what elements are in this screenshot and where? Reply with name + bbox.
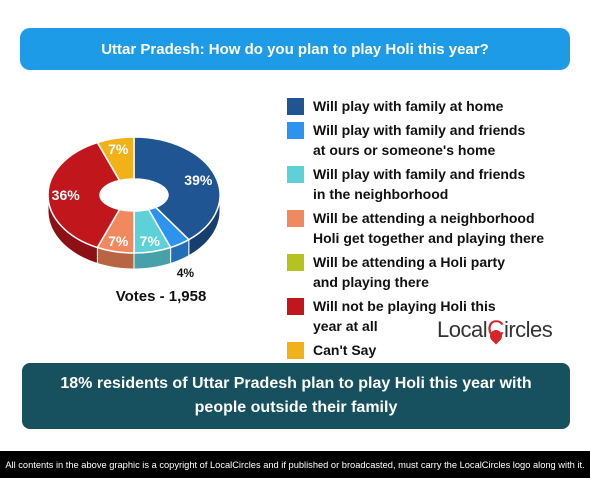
chart-title: Uttar Pradesh: How do you plan to play H… (101, 40, 489, 58)
legend-swatch (287, 298, 304, 315)
chart-title-bar: Uttar Pradesh: How do you plan to play H… (20, 28, 570, 70)
legend-item: Will not be playing Holi this year at all (287, 296, 577, 336)
legend-label: Will play with family and friends in the … (313, 166, 526, 202)
legend-label: Will be attending a neighborhood Holi get… (313, 210, 545, 246)
legend-swatch (287, 98, 304, 115)
logo-c: C (487, 316, 505, 345)
data-label: 36% (52, 187, 81, 203)
donut-slice (96, 136, 135, 182)
legend-item: Can't Say (287, 340, 577, 360)
donut-slice (47, 141, 121, 249)
data-label: 4% (177, 266, 195, 280)
legend-item: Will be attending a neighborhood Holi get… (287, 208, 577, 248)
copyright-text: All contents in the above graphic is a c… (5, 459, 585, 470)
legend-item: Will be attending a Holi party and playin… (287, 252, 577, 292)
legend-swatch (287, 166, 304, 183)
legend-label: Will be attending a Holi party and playin… (313, 254, 506, 290)
copyright-footer: All contents in the above graphic is a c… (0, 451, 590, 478)
data-label: 39% (184, 172, 213, 188)
legend-item: Will play with family and friends in the … (287, 164, 577, 204)
chart-legend: Will play with family at home Will play … (287, 96, 577, 364)
legend-swatch (287, 210, 304, 227)
legend-swatch (287, 122, 304, 139)
data-label: 7% (140, 233, 161, 249)
summary-line-2: people outside their family (194, 399, 398, 416)
data-label: 7% (108, 233, 129, 249)
legend-swatch (287, 254, 304, 271)
localcircles-logo: LocalCircles (437, 316, 577, 356)
legend-label: Will play with family at home (313, 98, 504, 114)
legend-label: Will not be playing Holi this year at all (313, 298, 496, 334)
legend-item: Will play with family and friends at ours… (287, 120, 577, 160)
data-label: 7% (108, 141, 129, 157)
legend-label: Can't Say (313, 342, 377, 358)
legend-swatch (287, 342, 304, 359)
legend-item: Will play with family at home (287, 96, 577, 116)
legend-label: Will play with family and friends at ours… (313, 122, 526, 158)
votes-count: Votes - 1,958 (115, 288, 207, 305)
donut-slice (133, 136, 221, 241)
summary-line-1: 18% residents of Uttar Pradesh plan to p… (60, 375, 532, 392)
summary-banner: 18% residents of Uttar Pradesh plan to p… (22, 363, 570, 429)
